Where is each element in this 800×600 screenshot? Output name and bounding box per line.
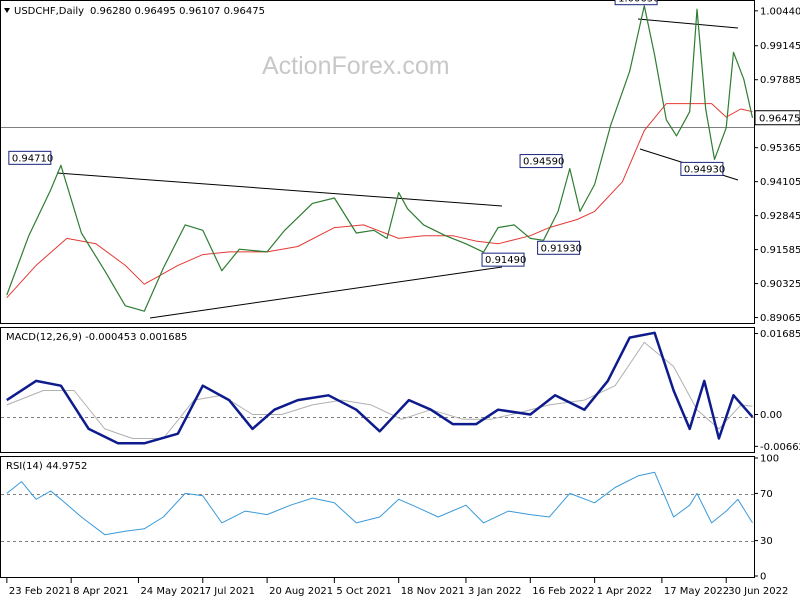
ohlc-label: 0.96280 0.96495 0.96107 0.96475: [90, 6, 265, 17]
price-tick-label: 0.97885: [760, 75, 800, 86]
moving-average-line: [6, 103, 753, 299]
rsi-title: RSI(14) 44.9752: [6, 461, 87, 472]
current-price-flag: [754, 110, 800, 126]
price-tick-label: 0.91585: [760, 245, 800, 256]
x-tick-label: 17 May 2022: [664, 586, 729, 597]
rsi-series: [6, 471, 753, 536]
price-tick-label: 0.92845: [760, 211, 800, 222]
rsi-axis: 100 70 30 0: [754, 454, 779, 583]
macd-series: [6, 331, 754, 445]
macd-tick-label: -0.006629: [760, 442, 800, 453]
price-axis: 1.00440 0.99145 0.97885 0.95365 0.94105 0.928…: [754, 6, 800, 324]
x-tick-label: 5 Oct 2021: [336, 586, 391, 597]
x-tick-label: 30 Jun 2022: [728, 586, 788, 597]
price-tick-label: 0.94105: [760, 177, 800, 188]
x-tick-label: 1 Apr 2022: [597, 586, 652, 597]
rsi-tick-label: 70: [760, 489, 773, 500]
rsi-line: [6, 471, 753, 536]
price-tick-label: 0.99145: [760, 41, 800, 52]
annotations: 0.94710 1.00630 0.94590 0.94930 0.91930 0.914…: [8, 0, 725, 267]
x-tick-label: 24 May 2021: [140, 586, 205, 597]
x-tick-label: 7 Jul 2021: [205, 586, 255, 597]
macd-axis: 0.016856 0.00 -0.006629: [754, 329, 800, 453]
rsi-tick-label: 30: [760, 536, 773, 547]
x-tick-label: 3 Jan 2022: [468, 586, 522, 597]
macd-tick-label: 0.00: [760, 410, 782, 421]
price-tick-label: 0.95365: [760, 143, 800, 154]
annotation-box: [537, 240, 581, 255]
rsi-panel-frame: [0, 456, 755, 578]
x-tick-label: 16 Feb 2022: [532, 586, 594, 597]
x-tick-label: 23 Feb 2021: [9, 586, 71, 597]
annotation-label: 0.94710: [12, 153, 53, 164]
annotation-label: 1.00630: [618, 0, 659, 5]
current-price-label: 0.96475: [759, 114, 800, 125]
macd-line: [6, 331, 754, 445]
price-tick-label: 1.00440: [760, 6, 800, 17]
annotation-box: [481, 252, 525, 267]
watermark: ActionForex.com: [262, 52, 450, 80]
x-axis: 23 Feb 2021 8 Apr 2021 24 May 2021 7 Jul 20…: [6, 578, 788, 597]
x-tick-label: 18 Nov 2021: [401, 586, 465, 597]
price-tick-label: 0.89065: [760, 313, 800, 324]
price-panel-frame: [0, 0, 755, 324]
x-tick-label: 20 Aug 2021: [269, 586, 333, 597]
x-tick-label: 8 Apr 2021: [73, 586, 128, 597]
rsi-tick-label: 0: [760, 572, 766, 583]
price-tick-label: 0.90325: [760, 279, 800, 290]
annotation-label: 0.94590: [523, 157, 564, 168]
symbol-label: USDCHF,Daily: [14, 6, 84, 17]
macd-tick-label: 0.016856: [760, 329, 800, 340]
annotation-box: [8, 150, 52, 165]
price-series: [6, 5, 754, 312]
annotation-label: 0.91930: [541, 243, 582, 254]
annotation-label: 0.94930: [684, 164, 725, 175]
macd-title: MACD(12,26,9) -0.000453 0.001685: [6, 332, 187, 343]
symbol-icon: [4, 8, 10, 13]
trendlines: [56, 18, 739, 319]
annotation-box: [519, 154, 563, 169]
annotation-box: [680, 161, 724, 176]
annotation-label: 0.91490: [485, 255, 526, 266]
macd-panel-frame: [0, 327, 755, 453]
annotation-box: [614, 0, 658, 6]
price-line: [6, 5, 754, 312]
rsi-tick-label: 100: [760, 454, 779, 465]
macd-signal-line: [6, 341, 753, 439]
